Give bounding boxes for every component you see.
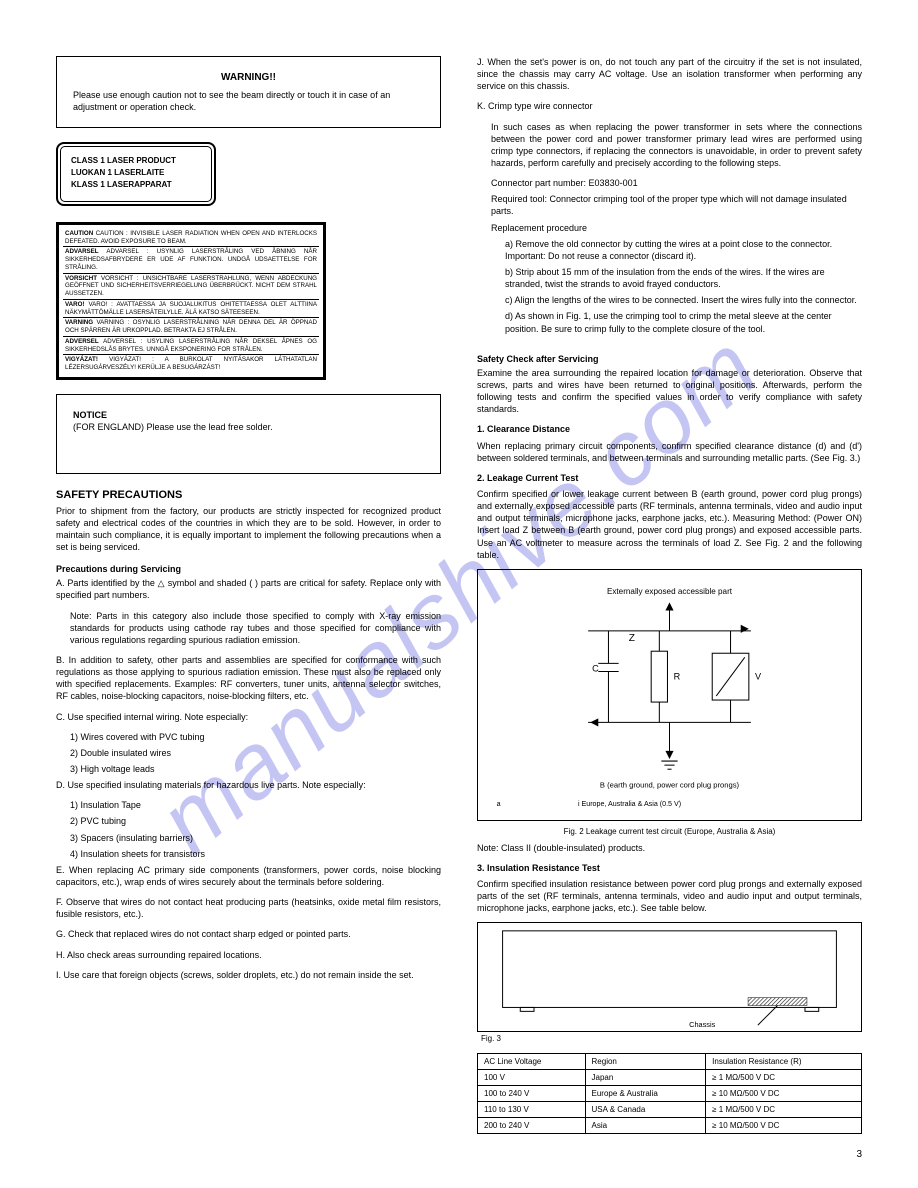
table-row: 110 to 130 V USA & Canada ≥ 1 MΩ/500 V D… <box>478 1102 862 1118</box>
item-b: B. In addition to safety, other parts an… <box>56 654 441 703</box>
class1-laser-label: CLASS 1 LASER PRODUCT LUOKAN 1 LASERLAIT… <box>56 142 216 206</box>
check1-title: 1. Clearance Distance <box>477 423 862 435</box>
item-k-d: d) As shown in Fig. 1, use the crimping … <box>505 310 862 334</box>
safety-intro: Prior to shipment from the factory, our … <box>56 505 441 554</box>
item-c3: 3) High voltage leads <box>70 763 441 775</box>
table-cell: Japan <box>585 1070 706 1086</box>
caution-de: VORSICHT VORSICHT : UNSICHTBARE LASERSTR… <box>63 274 319 300</box>
table-cell: Insulation Resistance (R) <box>706 1054 862 1070</box>
item-k3: Replacement procedure <box>491 222 862 234</box>
notice-heading: NOTICE <box>73 409 424 421</box>
insulation-table: AC Line Voltage Region Insulation Resist… <box>477 1053 862 1134</box>
table-row: 100 to 240 V Europe & Australia ≥ 10 MΩ/… <box>478 1086 862 1102</box>
precautions-heading: Precautions during Servicing <box>56 563 441 575</box>
laser-line-2: LUOKAN 1 LASERLAITE <box>71 167 201 179</box>
svg-text:Chassis: Chassis <box>689 1021 715 1030</box>
table-row: 100 V Japan ≥ 1 MΩ/500 V DC <box>478 1070 862 1086</box>
front-fig-caption: Fig. 3 <box>481 1034 862 1043</box>
svg-text:R: R <box>674 671 681 681</box>
caution-hu: VIGYÁZAT! VIGYÁZAT! : A BURKOLAT NYITÁSA… <box>63 355 319 373</box>
svg-text:C: C <box>592 663 599 673</box>
check2-title: 2. Leakage Current Test <box>477 472 862 484</box>
item-c2: 2) Double insulated wires <box>70 747 441 759</box>
safety-check-intro: Examine the area surrounding the repaire… <box>477 367 862 416</box>
safety-precautions-title: SAFETY PRECAUTIONS <box>56 488 441 503</box>
item-d4: 4) Insulation sheets for transistors <box>70 848 441 860</box>
item-k2: Required tool: Connector crimping tool o… <box>491 193 862 217</box>
item-c: C. Use specified internal wiring. Note e… <box>56 711 441 723</box>
item-g: G. Check that replaced wires do not cont… <box>56 928 441 940</box>
item-d: D. Use specified insulating materials fo… <box>56 779 441 791</box>
leak-note: Note: Class II (double-insulated) produc… <box>477 842 862 854</box>
table-cell: 200 to 240 V <box>478 1118 586 1134</box>
item-c1: 1) Wires covered with PVC tubing <box>70 731 441 743</box>
check2: Confirm specified or lower leakage curre… <box>477 488 862 561</box>
laser-line-3: KLASS 1 LASERAPPARAT <box>71 179 201 191</box>
item-d2: 2) PVC tubing <box>70 815 441 827</box>
right-column: J. When the set's power is on, do not to… <box>477 56 862 1134</box>
leak-top-label: Externally exposed accessible part <box>607 587 733 596</box>
table-cell: ≥ 10 MΩ/500 V DC <box>706 1118 862 1134</box>
caution-fi: VARO! VARO! : AVATTAESSA JA SUOJALUKITUS… <box>63 300 319 319</box>
leak-fig-caption: Fig. 2 Leakage current test circuit (Eur… <box>477 827 862 836</box>
notice-body: (FOR ENGLAND) Please use the lead free s… <box>73 421 424 433</box>
left-column: WARNING!! Please use enough caution not … <box>56 56 441 1134</box>
caution-se: VARNING VARNING : OSYNLIG LASERSTRÅLNING… <box>63 318 319 337</box>
item-i: I. Use care that foreign objects (screws… <box>56 969 441 981</box>
table-cell: Region <box>585 1054 706 1070</box>
item-k: K. Crimp type wire connector <box>477 100 862 112</box>
caution-no: ADVERSEL ADVERSEL : USYLING LASERSTRÅLIN… <box>63 337 319 356</box>
svg-text:B (earth ground, power cord pl: B (earth ground, power cord plug prongs) <box>600 780 740 789</box>
table-cell: AC Line Voltage <box>478 1054 586 1070</box>
table-cell: USA & Canada <box>585 1102 706 1118</box>
svg-text:V: V <box>755 671 762 681</box>
laser-line-1: CLASS 1 LASER PRODUCT <box>71 155 201 167</box>
item-k-c: c) Align the lengths of the wires to be … <box>505 294 862 306</box>
item-f: F. Observe that wires do not contact hea… <box>56 896 441 920</box>
check1: When replacing primary circuit component… <box>477 440 862 464</box>
item-e: E. When replacing AC primary side compon… <box>56 864 441 888</box>
notice-box: NOTICE (FOR ENGLAND) Please use the lead… <box>56 394 441 474</box>
table-cell: ≥ 10 MΩ/500 V DC <box>706 1086 862 1102</box>
table-cell: Europe & Australia <box>585 1086 706 1102</box>
table-row: 200 to 240 V Asia ≥ 10 MΩ/500 V DC <box>478 1118 862 1134</box>
item-d1: 1) Insulation Tape <box>70 799 441 811</box>
item-k-b: b) Strip about 15 mm of the insulation f… <box>505 266 862 290</box>
check3: Confirm specified insulation resistance … <box>477 878 862 914</box>
svg-text:a: a <box>497 800 501 808</box>
table-cell: ≥ 1 MΩ/500 V DC <box>706 1070 862 1086</box>
item-a: A. Parts identified by the △ symbol and … <box>56 577 441 601</box>
table-cell: 110 to 130 V <box>478 1102 586 1118</box>
multilang-caution-label: CAUTION CAUTION : INVISIBLE LASER RADIAT… <box>56 222 326 380</box>
svg-text:Z: Z <box>629 633 635 644</box>
front-figure: Chassis <box>477 922 862 1032</box>
caution-dk: ADVARSEL ADVARSEL : USYNLIG LASERSTRÅLIN… <box>63 247 319 273</box>
item-a-note: Note: Parts in this category also includ… <box>56 610 441 646</box>
warning-body: Please use enough caution not to see the… <box>73 89 424 113</box>
table-cell: Asia <box>585 1118 706 1134</box>
table-cell: ≥ 1 MΩ/500 V DC <box>706 1102 862 1118</box>
table-cell: 100 V <box>478 1070 586 1086</box>
item-d3: 3) Spacers (insulating barriers) <box>70 832 441 844</box>
safety-check-title: Safety Check after Servicing <box>477 353 862 365</box>
caution-en: CAUTION CAUTION : INVISIBLE LASER RADIAT… <box>63 229 319 248</box>
table-cell: 100 to 240 V <box>478 1086 586 1102</box>
warning-heading: WARNING!! <box>73 71 424 85</box>
leakage-figure: Externally exposed accessible part C <box>477 569 862 821</box>
svg-text:i Europe, Australia & Asia (: i Europe, Australia & Asia (0.5 V) <box>578 800 681 808</box>
page-number: 3 <box>856 1149 862 1160</box>
warning-box: WARNING!! Please use enough caution not … <box>56 56 441 128</box>
item-j: J. When the set's power is on, do not to… <box>477 56 862 92</box>
table-row: AC Line Voltage Region Insulation Resist… <box>478 1054 862 1070</box>
check3-title: 3. Insulation Resistance Test <box>477 862 862 874</box>
item-k1: Connector part number: E03830-001 <box>491 177 862 189</box>
item-h: H. Also check areas surrounding repaired… <box>56 949 441 961</box>
item-k-crimp: In such cases as when replacing the powe… <box>477 121 862 170</box>
item-k-a: a) Remove the old connector by cutting t… <box>505 238 862 262</box>
